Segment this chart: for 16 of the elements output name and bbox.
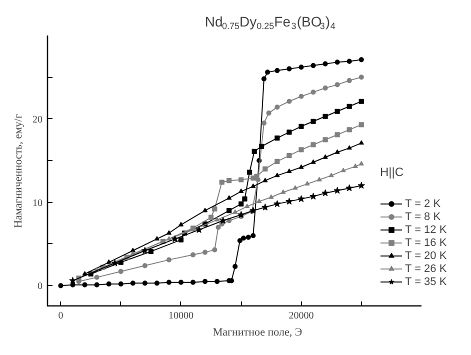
- legend-label: T = 2 K: [405, 197, 442, 210]
- legend-label: T = 35 K: [405, 275, 448, 288]
- legend-label: T = 16 K: [405, 236, 448, 249]
- legend-label: T = 12 K: [405, 223, 448, 236]
- x-tick-label: 0: [58, 310, 64, 322]
- x-axis-title: Магнитное поле, Э: [212, 326, 302, 338]
- y-tick-label: 10: [32, 198, 42, 209]
- legend-label: T = 26 K: [405, 262, 448, 275]
- legend-label: T = 8 K: [405, 210, 442, 223]
- legend-label: T = 20 K: [405, 249, 448, 262]
- x-tick-label: 10000: [168, 310, 194, 322]
- x-tick-label: 20000: [288, 310, 314, 322]
- legend-title: H||C: [380, 165, 405, 179]
- y-tick-label: 20: [32, 114, 42, 126]
- y-tick-label: 0: [38, 281, 42, 292]
- y-axis-title: Намагниченность, ему/г: [12, 114, 24, 228]
